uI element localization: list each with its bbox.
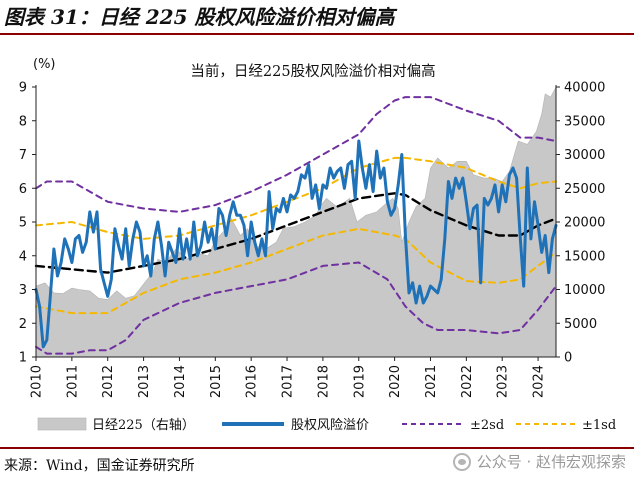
x-tick-label: 2016 (245, 365, 260, 398)
y-left-tick-label: 6 (19, 182, 27, 197)
x-tick-label: 2013 (137, 365, 152, 398)
x-tick-label: 2012 (101, 365, 116, 398)
x-tick-label: 2024 (532, 365, 547, 398)
series-area-nikkei225 (35, 86, 557, 358)
x-tick-label: 2022 (460, 365, 475, 398)
x-tick-label: 2015 (209, 365, 224, 398)
y-left-tick-label: 3 (19, 283, 27, 298)
x-tick-label: 2023 (496, 365, 511, 398)
y-right-tick-label: 20000 (564, 216, 605, 231)
series-line-plus-1sd (35, 156, 557, 240)
legend-label: ±1sd (582, 418, 616, 433)
chart-title: 当前，日经225股权风险溢价相对偏高 (190, 63, 435, 80)
wechat-icon (452, 452, 471, 471)
watermark-text: 公众号 · 赵伟宏观探索 (476, 453, 626, 471)
legend-label: ±2sd (470, 418, 504, 433)
x-tick-label: 2011 (65, 365, 80, 398)
series-line-minus-2sd (35, 261, 557, 355)
series-line-minus-1sd (35, 227, 557, 315)
series-line-plus-2sd (35, 96, 557, 213)
y-right-tick-label: 40000 (564, 81, 605, 96)
x-tick-label: 2020 (388, 365, 403, 398)
x-tick-label: 2018 (316, 365, 331, 398)
source-note: 来源：Wind，国金证券研究所 (4, 458, 195, 474)
x-tick-label: 2010 (30, 365, 45, 398)
y-right-tick-label: 35000 (564, 114, 605, 129)
figure-title: 图表 31：日经 225 股权风险溢价相对偏高 (4, 5, 395, 29)
y-left-tick-label: 1 (19, 351, 27, 366)
legend-label: 股权风险溢价 (291, 417, 369, 433)
x-tick-label: 2014 (173, 365, 188, 398)
y-right-tick-label: 10000 (564, 283, 605, 298)
legend-swatch-area (37, 417, 87, 431)
title-divider (0, 33, 634, 35)
y-left-tick-label: 9 (19, 81, 27, 96)
y-right-tick-label: 30000 (564, 148, 605, 163)
watermark: 公众号 · 赵伟宏观探索 (452, 451, 626, 472)
x-tick-label: 2017 (281, 365, 296, 398)
series-line-mean (34, 192, 558, 274)
y-right-tick-label: 0 (564, 351, 572, 366)
legend: 日经225（右轴） 股权风险溢价 ±2sd ±1sd (37, 417, 616, 433)
y-left-tick-label: 7 (19, 148, 27, 163)
y-left-tick-label: 2 (19, 317, 27, 332)
series-line-equity-risk-premium (34, 139, 558, 349)
y-right-tick-label: 25000 (564, 182, 605, 197)
plot-area: 1 2 3 4 5 6 7 8 9 0 5000 10000 15000 20000 25000 30000 3… (19, 81, 606, 399)
y-axis-left-unit: (%) (33, 57, 56, 72)
x-tick-label: 2019 (352, 365, 367, 398)
y-right-tick-label: 15000 (564, 249, 605, 264)
legend-label: 日经225（右轴） (92, 418, 195, 433)
y-left-tick-label: 4 (19, 249, 27, 264)
y-left-tick-label: 8 (19, 114, 27, 129)
footer-divider (0, 447, 634, 449)
y-left-tick-label: 5 (19, 216, 27, 231)
x-tick-label: 2021 (424, 365, 439, 398)
y-right-tick-label: 5000 (564, 317, 597, 332)
